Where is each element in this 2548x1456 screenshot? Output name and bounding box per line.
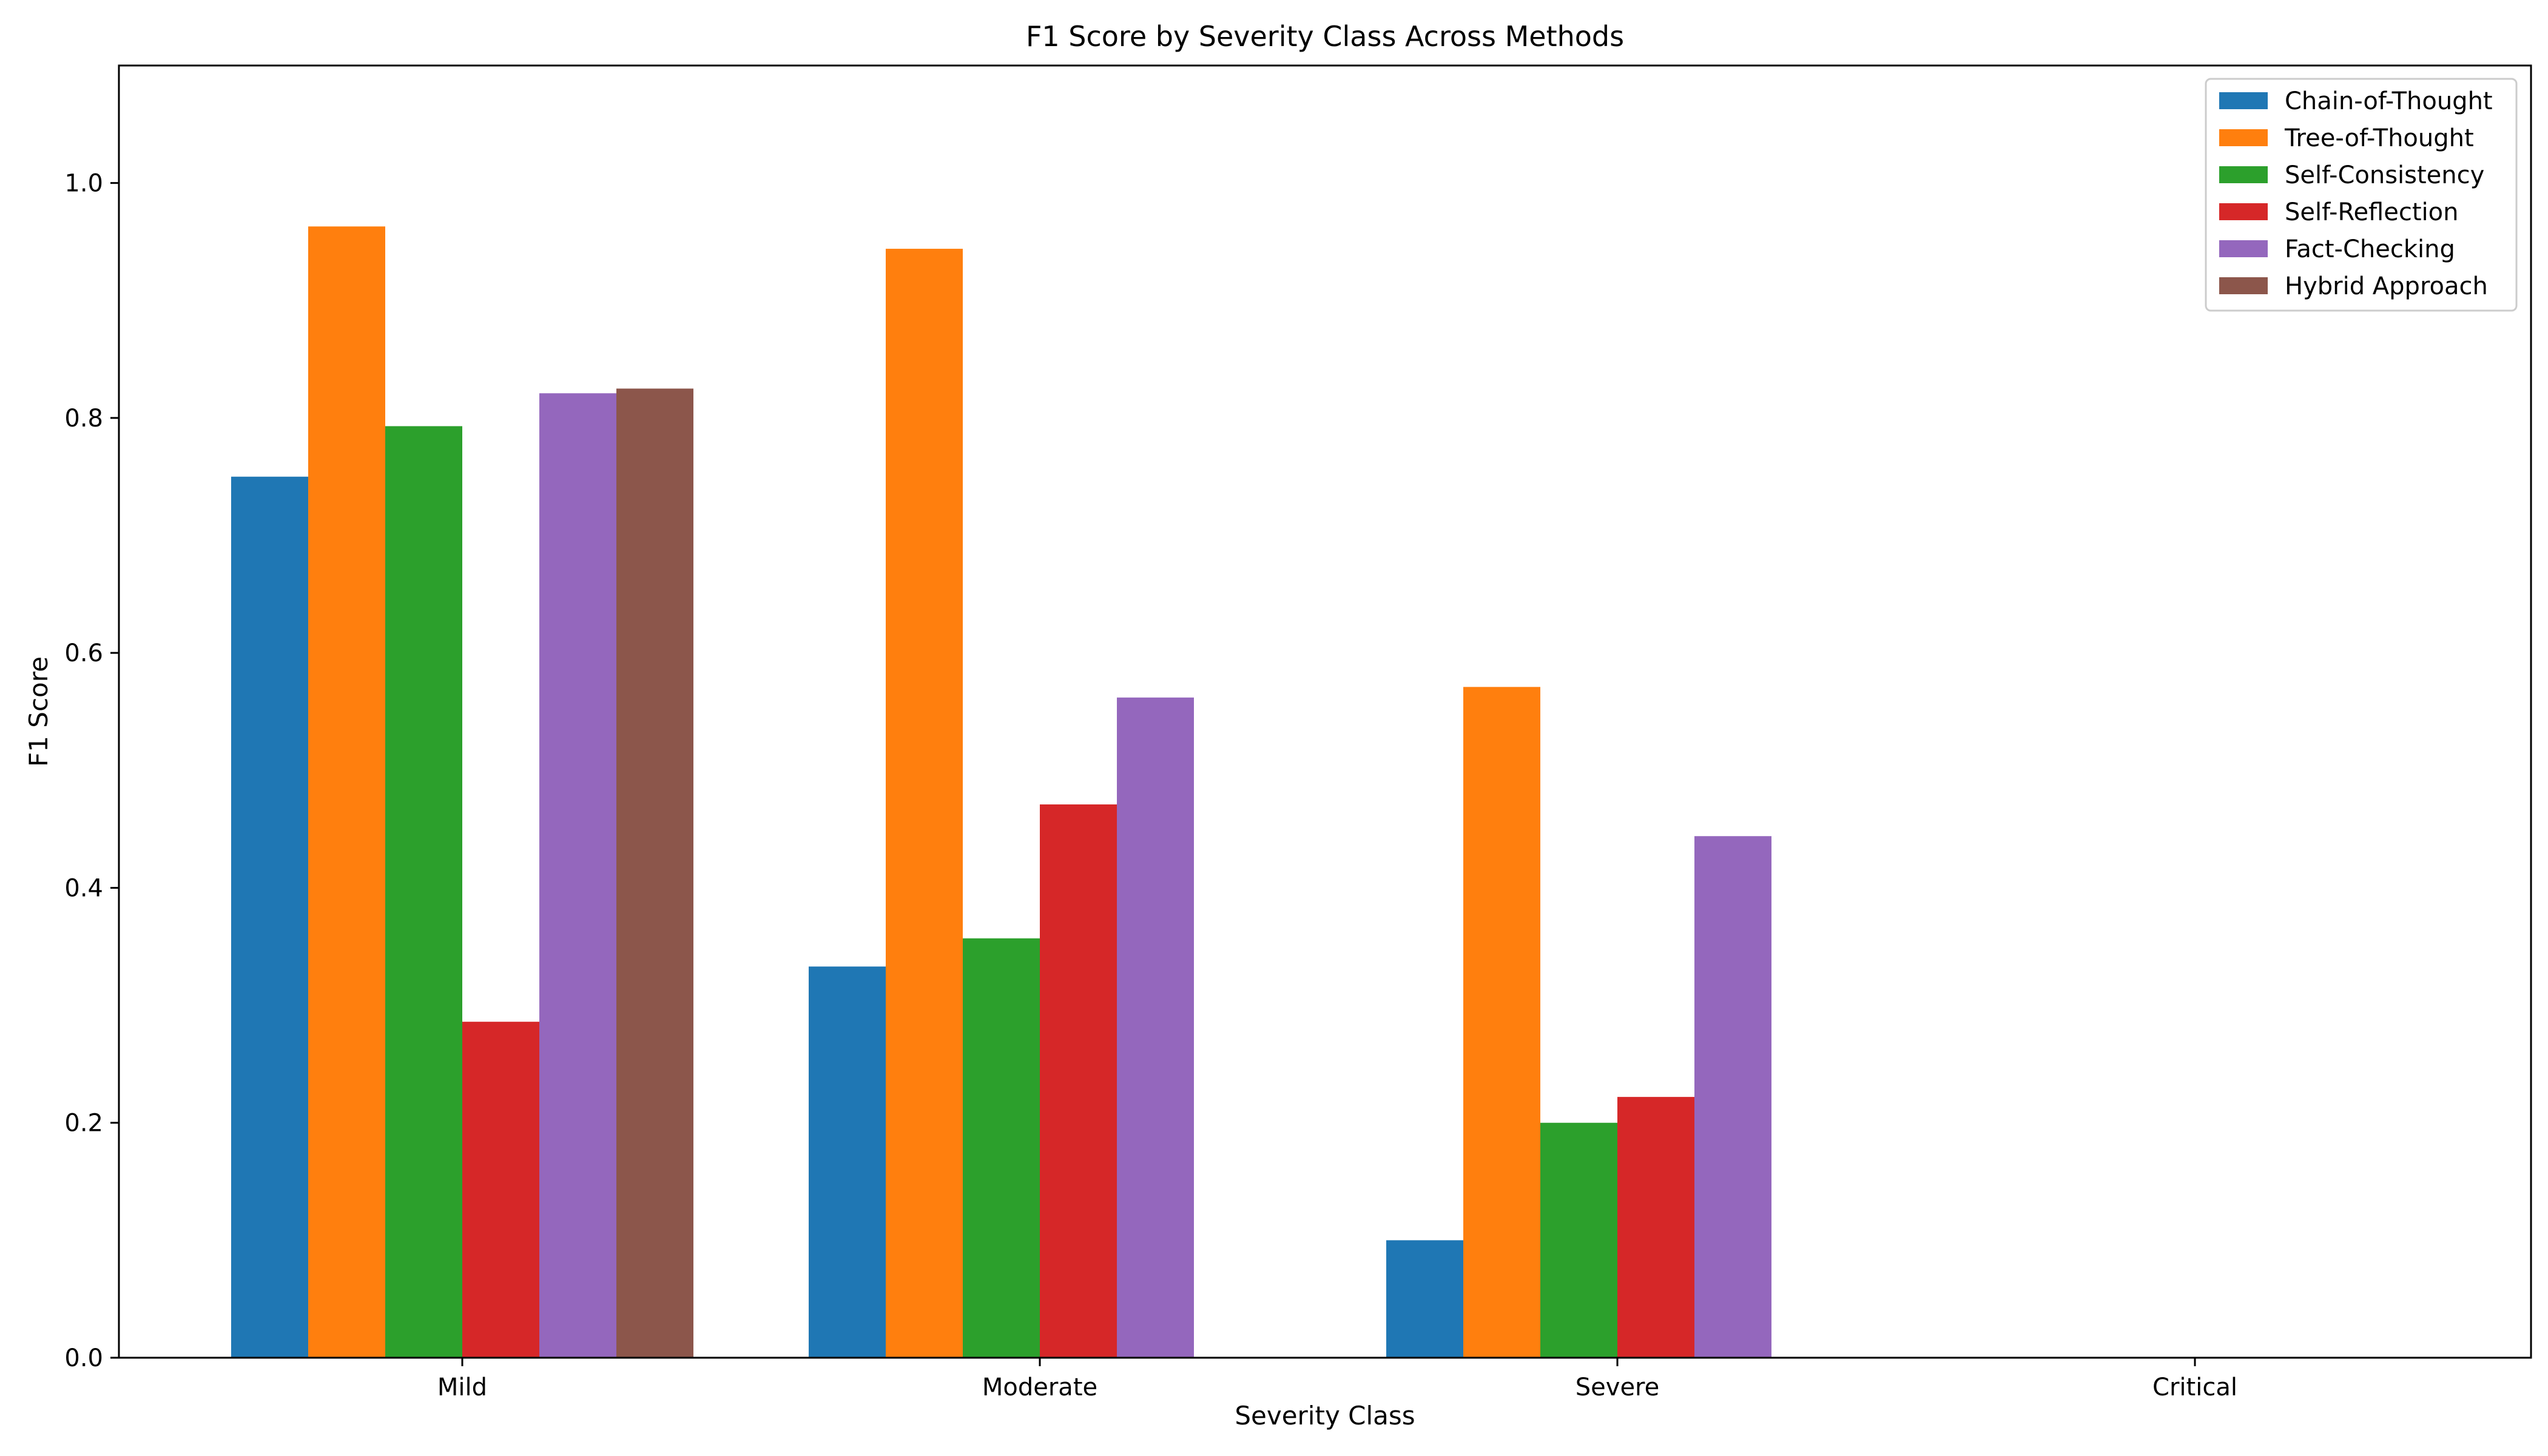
- legend-swatch: [2219, 166, 2268, 183]
- plot-frame: [118, 64, 2532, 1359]
- x-axis-label: Severity Class: [1235, 1401, 1415, 1431]
- y-tick-label: 0.2: [64, 1110, 103, 1138]
- legend-swatch: [2219, 277, 2268, 294]
- x-axis: Mild Moderate Severe Critical: [437, 1358, 2237, 1401]
- y-tick-label: 0.4: [64, 874, 103, 902]
- bar-self-consistency-mild: [385, 426, 462, 1358]
- legend-entry: Self-Consistency: [2285, 161, 2484, 189]
- legend-box: [2205, 78, 2518, 312]
- legend-swatch: [2219, 129, 2268, 146]
- legend-entry: Tree-of-Thought: [2284, 124, 2474, 152]
- legend-entry: Hybrid Approach: [2285, 272, 2488, 300]
- legend-swatch: [2219, 203, 2268, 220]
- legend-entry: Self-Reflection: [2285, 198, 2458, 226]
- y-tick-label: 1.0: [64, 170, 103, 198]
- bar-tree-of-thought-moderate: [886, 249, 963, 1358]
- x-tick-label: Critical: [2152, 1373, 2237, 1401]
- bar-hybrid-approach-mild: [616, 388, 693, 1358]
- bar-chain-of-thought-mild: [231, 476, 308, 1358]
- bar-chain-of-thought-severe: [1386, 1240, 1463, 1358]
- legend-entry: Fact-Checking: [2285, 235, 2455, 263]
- x-tick-label: Moderate: [982, 1373, 1097, 1401]
- bar-tree-of-thought-severe: [1463, 687, 1540, 1358]
- bar-fact-checking-moderate: [1117, 697, 1194, 1358]
- bars-group: [231, 226, 1771, 1358]
- bar-self-reflection-severe: [1617, 1097, 1694, 1358]
- bar-self-consistency-severe: [1540, 1122, 1617, 1358]
- legend-swatch: [2219, 92, 2268, 109]
- legend-swatch: [2219, 240, 2268, 257]
- legend: Chain-of-Thought Tree-of-Thought Self-Cons…: [2205, 78, 2518, 312]
- legend-entry: Chain-of-Thought: [2285, 87, 2493, 115]
- y-axis-label: F1 Score: [24, 656, 53, 767]
- bar-self-reflection-moderate: [1040, 804, 1117, 1358]
- y-axis: 0.0 0.2 0.4 0.6 0.8 1.0: [64, 170, 119, 1372]
- bar-fact-checking-mild: [539, 393, 616, 1358]
- chart-title: F1 Score by Severity Class Across Method…: [1026, 20, 1624, 53]
- y-tick-label: 0.0: [64, 1344, 103, 1372]
- y-tick-label: 0.8: [64, 405, 103, 433]
- bar-tree-of-thought-mild: [308, 226, 385, 1358]
- x-tick-label: Mild: [437, 1373, 487, 1401]
- bar-fact-checking-severe: [1694, 836, 1771, 1358]
- bar-self-reflection-mild: [462, 1022, 539, 1358]
- bar-chain-of-thought-moderate: [809, 966, 886, 1358]
- x-tick-label: Severe: [1576, 1373, 1659, 1401]
- bar-self-consistency-moderate: [963, 938, 1040, 1358]
- y-tick-label: 0.6: [64, 639, 103, 667]
